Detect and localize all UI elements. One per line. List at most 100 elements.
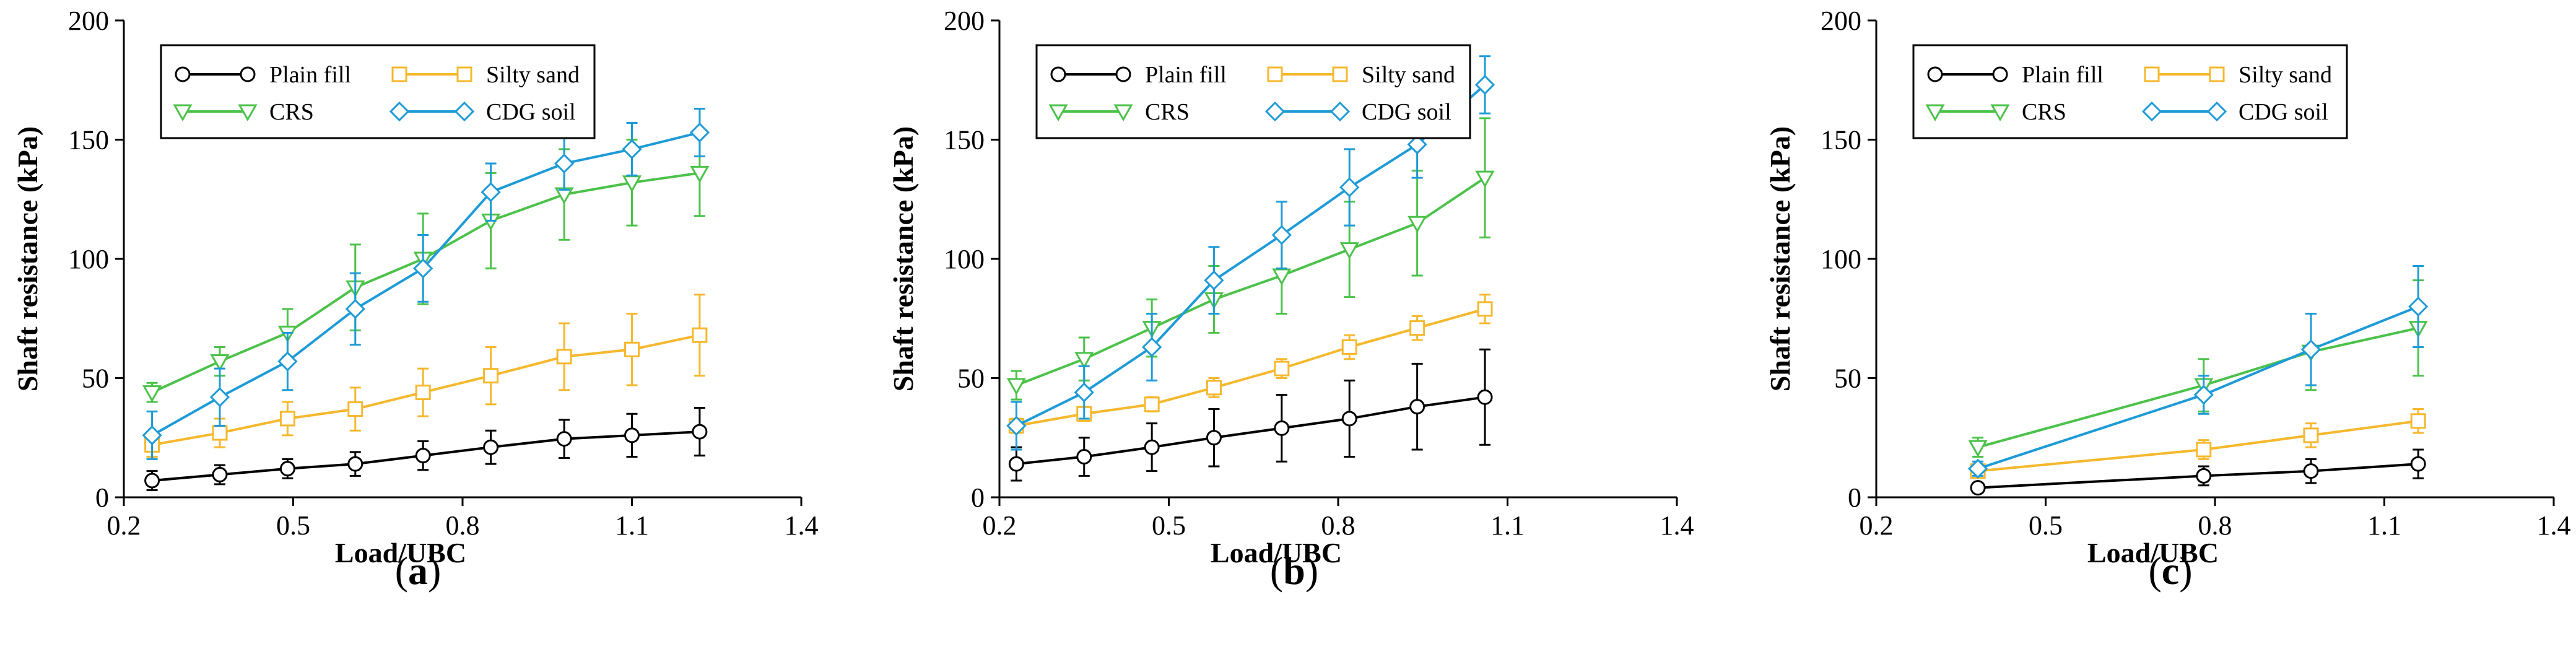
data-point-plain_fill xyxy=(415,448,431,464)
y-tick-label: 0 xyxy=(95,482,109,513)
x-tick-label: 1.4 xyxy=(1660,510,1694,541)
series-cdg_soil xyxy=(142,107,710,460)
legend-marker-plain_fill xyxy=(1927,66,1943,82)
legend-marker-plain_fill xyxy=(1050,66,1066,82)
data-point-silty_sand xyxy=(1477,301,1493,317)
data-point-crs xyxy=(690,165,710,183)
legend-marker-cdg_soil xyxy=(2141,101,2162,122)
data-point-cdg_soil xyxy=(1006,416,1027,436)
data-point-silty_sand xyxy=(415,385,431,401)
data-point-cdg_soil xyxy=(209,387,230,408)
chart-panel-a: 0 50 100 150 200 0.2 0.5 0.8 1.1 1.4 Load/UBC Shaft… xyxy=(12,6,819,569)
y-tick-label: 200 xyxy=(68,6,109,36)
x-tick-label: 0.5 xyxy=(2029,510,2063,541)
legend-box xyxy=(160,44,596,139)
data-point-silty_sand xyxy=(2410,413,2426,429)
series-cdg_soil xyxy=(1006,55,1495,451)
y-tick-label: 100 xyxy=(944,244,985,274)
x-axis-label: Load/UBC xyxy=(1211,537,1342,569)
series-line-crs xyxy=(151,172,700,394)
chart-panel-c: 0 50 100 150 200 0.2 0.5 0.8 1.1 1.4 Load/UBC Shaft… xyxy=(1764,6,2571,569)
legend-label-crs: CRS xyxy=(2022,99,2066,125)
data-point-plain_fill xyxy=(1144,439,1160,455)
data-point-cdg_soil xyxy=(554,153,575,174)
data-point-plain_fill xyxy=(1206,430,1222,446)
data-point-cdg_soil xyxy=(1074,382,1094,403)
y-tick-label: 150 xyxy=(1821,125,1861,155)
x-tick-label: 0.5 xyxy=(1152,510,1186,541)
data-point-cdg_soil xyxy=(2300,339,2321,360)
panel-label-b: (b) xyxy=(1269,549,1319,593)
data-point-crs xyxy=(142,385,162,403)
legend-marker-silty_sand xyxy=(1332,66,1348,82)
data-point-plain_fill xyxy=(279,461,295,477)
data-point-crs xyxy=(622,175,642,193)
data-point-silty_sand xyxy=(692,327,708,343)
legend-box xyxy=(1035,44,1471,139)
x-tick-label: 1.4 xyxy=(2537,510,2571,541)
data-point-crs xyxy=(1968,440,1988,458)
data-point-plain_fill xyxy=(2196,468,2212,484)
data-point-crs xyxy=(1408,216,1427,233)
data-point-silty_sand xyxy=(556,349,572,365)
data-point-cdg_soil xyxy=(1142,337,1162,357)
legend-marker-crs xyxy=(238,104,258,122)
y-axis-label: Shaft resistance (kPa) xyxy=(1764,126,1796,391)
panel-label-a: (a) xyxy=(394,549,442,593)
chart-panel-b: 0 50 100 150 200 0.2 0.5 0.8 1.1 1.4 Load/UBC Shaft… xyxy=(887,6,1694,569)
y-tick-label: 50 xyxy=(82,364,109,394)
data-point-plain_fill xyxy=(1477,389,1493,405)
series-line-plain_fill xyxy=(1977,463,2419,489)
series-crs xyxy=(1006,117,1495,401)
series-line-plain_fill xyxy=(1016,396,1486,466)
data-point-silty_sand xyxy=(624,341,640,357)
series-silty_sand xyxy=(144,294,708,458)
data-point-plain_fill xyxy=(1970,480,1986,496)
data-point-plain_fill xyxy=(1008,456,1024,472)
series-crs xyxy=(142,129,710,403)
legend-marker-cdg_soil xyxy=(454,101,475,122)
y-tick-label: 200 xyxy=(944,6,985,36)
data-point-cdg_soil xyxy=(622,139,642,160)
series-cdg_soil xyxy=(1967,265,2429,479)
data-point-plain_fill xyxy=(1341,411,1357,427)
y-tick-label: 150 xyxy=(68,125,109,155)
y-tick-label: 50 xyxy=(1834,364,1861,394)
y-tick-label: 50 xyxy=(957,364,985,394)
legend-label-cdg_soil: CDG soil xyxy=(2239,99,2328,125)
data-point-cdg_soil xyxy=(277,351,298,372)
legend-marker-crs xyxy=(1925,104,1945,122)
x-axis-label: Load/UBC xyxy=(335,537,466,569)
legend-label-plain_fill: Plain fill xyxy=(1145,62,1227,88)
series-plain_fill xyxy=(144,407,708,491)
series-line-silty_sand xyxy=(1016,307,1486,427)
data-point-cdg_soil xyxy=(2193,385,2214,405)
data-point-cdg_soil xyxy=(1474,74,1495,95)
y-axis-label: Shaft resistance (kPa) xyxy=(887,126,919,391)
x-tick-label: 0.2 xyxy=(983,510,1017,541)
series-plain_fill xyxy=(1970,448,2426,496)
data-point-silty_sand xyxy=(1144,396,1160,412)
legend-marker-crs xyxy=(173,104,193,122)
legend-marker-plain_fill xyxy=(175,66,191,82)
data-point-silty_sand xyxy=(279,411,295,427)
legend-marker-cdg_soil xyxy=(1329,101,1351,122)
x-tick-label: 1.1 xyxy=(1490,510,1525,541)
legend: Plain fill Silty sand CRS CDG soil xyxy=(1035,44,1471,139)
data-point-silty_sand xyxy=(2303,427,2319,443)
data-point-cdg_soil xyxy=(1204,270,1224,290)
legend-marker-crs xyxy=(1048,104,1068,122)
x-tick-label: 0.5 xyxy=(276,510,310,541)
data-point-crs xyxy=(1006,378,1026,396)
x-tick-label: 1.1 xyxy=(615,510,649,541)
data-point-cdg_soil xyxy=(1407,134,1427,155)
data-point-silty_sand xyxy=(1409,320,1425,336)
legend-marker-crs xyxy=(1990,104,2010,122)
data-point-cdg_soil xyxy=(413,258,433,279)
data-point-plain_fill xyxy=(2410,456,2426,472)
data-point-cdg_soil xyxy=(689,122,710,143)
x-tick-label: 0.2 xyxy=(107,510,141,541)
legend-marker-plain_fill xyxy=(240,66,256,82)
x-tick-label: 1.4 xyxy=(785,510,819,541)
data-point-crs xyxy=(1272,268,1292,286)
